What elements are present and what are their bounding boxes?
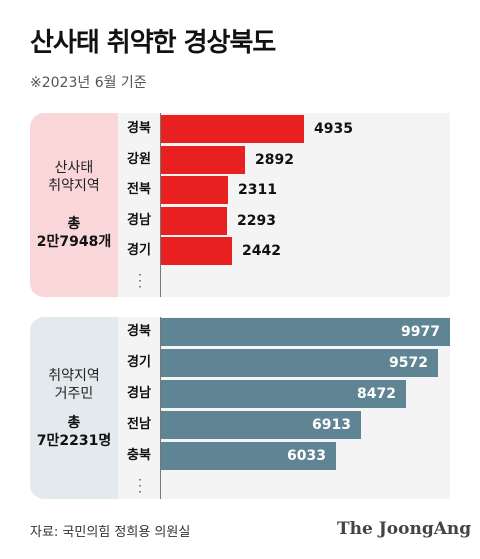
category-label: 경기 <box>127 355 151 370</box>
chart-2-axis-line <box>160 317 161 499</box>
category-label: 충북 <box>127 448 151 463</box>
category-label: 경남 <box>127 386 151 401</box>
bar <box>161 206 227 235</box>
bar <box>161 318 450 346</box>
panel-total-line1: 총 <box>67 415 81 431</box>
panel-total-line2: 2만7948개 <box>36 234 112 250</box>
residents-panel: 취약지역 거주민 총 7만2231명 <box>30 317 118 499</box>
bar <box>161 145 245 174</box>
panel-label-line2: 거주민 <box>54 386 94 402</box>
category-label: 경북 <box>127 324 151 339</box>
bar <box>161 442 336 470</box>
source-note: 자료: 국민의힘 정희용 의원실 <box>30 525 191 540</box>
category-label: 경북 <box>127 121 151 136</box>
bar-value-label: 2892 <box>255 151 294 168</box>
bar-value-label: 2293 <box>237 212 276 229</box>
bar-value-label: 2442 <box>242 243 281 259</box>
more-items-ellipsis: · · · <box>138 473 142 499</box>
bar-value-label: 6913 <box>312 417 351 433</box>
category-label: 전남 <box>127 417 151 432</box>
bar <box>161 237 232 265</box>
bar-value-label: 4935 <box>314 121 353 137</box>
more-items-ellipsis: · · · <box>138 267 142 294</box>
category-label: 경남 <box>127 212 151 228</box>
chart-title: 산사태 취약한 경상북도 <box>30 28 276 58</box>
bar <box>161 380 406 408</box>
panel-label-line1: 산사태 <box>54 160 94 176</box>
bar-value-label: 6033 <box>287 448 326 464</box>
category-label: 경기 <box>127 243 151 258</box>
chart-1-plot-area <box>118 113 450 297</box>
bar <box>161 411 361 439</box>
panel-label-line2: 취약지역 <box>48 178 100 194</box>
bar-value-label: 8472 <box>357 386 396 402</box>
panel-label-line1: 취약지역 <box>48 368 100 384</box>
bar <box>161 176 228 204</box>
publisher-logo: The JoongAng <box>337 519 472 539</box>
bar <box>161 115 304 143</box>
bar-value-label: 2311 <box>238 182 277 198</box>
bar <box>161 349 438 377</box>
chart-1-axis-line <box>160 113 161 297</box>
category-label: 강원 <box>127 151 151 167</box>
chart-subtitle: ※2023년 6월 기준 <box>30 75 147 91</box>
category-label: 전북 <box>127 182 151 197</box>
bar-value-label: 9572 <box>389 355 428 371</box>
bar-value-label: 9977 <box>401 324 440 340</box>
panel-total-line1: 총 <box>67 216 81 232</box>
landslide-area-panel: 산사태 취약지역 총 2만7948개 <box>30 113 118 297</box>
panel-total-line2: 7만2231명 <box>36 433 112 449</box>
